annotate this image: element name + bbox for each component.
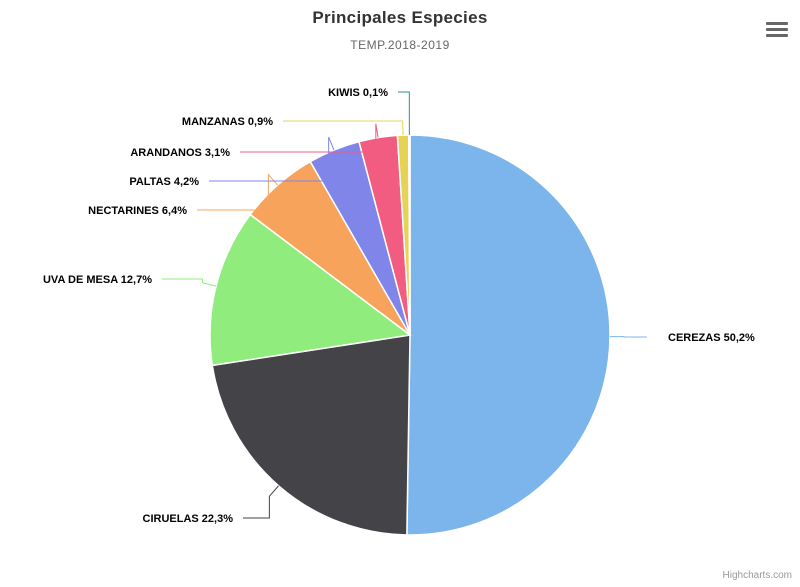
data-label-arandanos: ARANDANOS 3,1% [130,147,230,159]
connector-line-paltas [209,136,335,182]
data-label-nectarines: NECTARINES 6,4% [88,205,187,217]
data-label-kiwis: KIWIS 0,1% [328,87,388,99]
connector-line-nectarines [197,173,279,211]
pie-slice-kiwis[interactable] [407,134,411,336]
data-label-ciruelas: CIRUELAS 22,3% [143,513,234,525]
credits-link[interactable]: Highcharts.com [722,570,792,581]
hamburger-icon [766,28,788,31]
data-label-cerezas: CEREZAS 50,2% [668,332,755,344]
hamburger-icon [766,34,788,37]
pie-slice-cerezas[interactable] [406,134,611,536]
pie-slice-ciruelas[interactable] [211,334,411,536]
context-menu-button[interactable] [764,20,790,40]
connector-line-kiwis [398,91,410,136]
connector-line-uva-de-mesa [162,278,217,287]
chart-title: Principales Especies [312,8,488,27]
chart-subtitle: TEMP.2018-2019 [350,38,450,52]
connector-line-ciruelas [243,485,279,519]
hamburger-icon [766,22,788,25]
connector-line-manzanas [283,120,404,136]
data-label-paltas: PALTAS 4,2% [129,176,199,188]
data-label-uva-de-mesa: UVA DE MESA 12,7% [43,274,152,286]
connector-line-arandanos [240,123,379,153]
pie-slice-uva-de-mesa[interactable] [209,213,412,367]
data-label-manzanas: MANZANAS 0,9% [182,116,273,128]
